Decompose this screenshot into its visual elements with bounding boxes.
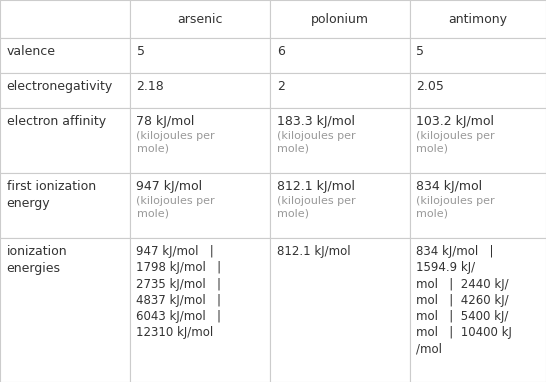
Bar [0, 38, 130, 73]
Text: (kilojoules per
mole): (kilojoules per mole) [416, 196, 495, 219]
Bar [0, 73, 130, 108]
Text: 2.05: 2.05 [416, 80, 444, 93]
Bar [130, 108, 270, 173]
Bar [270, 0, 410, 38]
Bar [410, 38, 546, 73]
Text: (kilojoules per
mole): (kilojoules per mole) [277, 196, 355, 219]
Text: 5: 5 [416, 45, 424, 58]
Bar [130, 73, 270, 108]
Bar [0, 0, 130, 38]
Text: 812.1 kJ/mol: 812.1 kJ/mol [277, 180, 355, 193]
Text: 2: 2 [277, 80, 284, 93]
Bar [130, 173, 270, 238]
Text: 78 kJ/mol: 78 kJ/mol [136, 115, 195, 128]
Bar [410, 173, 546, 238]
Bar [270, 38, 410, 73]
Bar [130, 0, 270, 38]
Bar [410, 238, 546, 382]
Text: (kilojoules per
mole): (kilojoules per mole) [277, 131, 355, 154]
Bar [410, 73, 546, 108]
Text: (kilojoules per
mole): (kilojoules per mole) [136, 196, 215, 219]
Text: 5: 5 [136, 45, 145, 58]
Text: polonium: polonium [311, 13, 369, 26]
Bar [0, 108, 130, 173]
Text: 834 kJ/mol   |
1594.9 kJ/
mol   |  2440 kJ/
mol   |  4260 kJ/
mol   |  5400 kJ/
: 834 kJ/mol | 1594.9 kJ/ mol | 2440 kJ/ m… [416, 245, 512, 355]
Bar [130, 238, 270, 382]
Text: 834 kJ/mol: 834 kJ/mol [416, 180, 482, 193]
Text: 103.2 kJ/mol: 103.2 kJ/mol [416, 115, 494, 128]
Text: first ionization
energy: first ionization energy [7, 180, 96, 210]
Text: 2.18: 2.18 [136, 80, 164, 93]
Bar [410, 0, 546, 38]
Bar [0, 173, 130, 238]
Text: ionization
energies: ionization energies [7, 245, 67, 275]
Text: 947 kJ/mol: 947 kJ/mol [136, 180, 203, 193]
Bar [270, 73, 410, 108]
Text: antimony: antimony [448, 13, 507, 26]
Text: (kilojoules per
mole): (kilojoules per mole) [136, 131, 215, 154]
Bar [0, 238, 130, 382]
Bar [130, 38, 270, 73]
Text: 183.3 kJ/mol: 183.3 kJ/mol [277, 115, 355, 128]
Text: arsenic: arsenic [177, 13, 223, 26]
Text: 6: 6 [277, 45, 284, 58]
Bar [270, 238, 410, 382]
Bar [410, 108, 546, 173]
Bar [270, 108, 410, 173]
Text: valence: valence [7, 45, 56, 58]
Text: electronegativity: electronegativity [7, 80, 113, 93]
Text: electron affinity: electron affinity [7, 115, 106, 128]
Text: (kilojoules per
mole): (kilojoules per mole) [416, 131, 495, 154]
Text: 812.1 kJ/mol: 812.1 kJ/mol [277, 245, 351, 258]
Text: 947 kJ/mol   |
1798 kJ/mol   |
2735 kJ/mol   |
4837 kJ/mol   |
6043 kJ/mol   |
1: 947 kJ/mol | 1798 kJ/mol | 2735 kJ/mol |… [136, 245, 222, 339]
Bar [270, 173, 410, 238]
